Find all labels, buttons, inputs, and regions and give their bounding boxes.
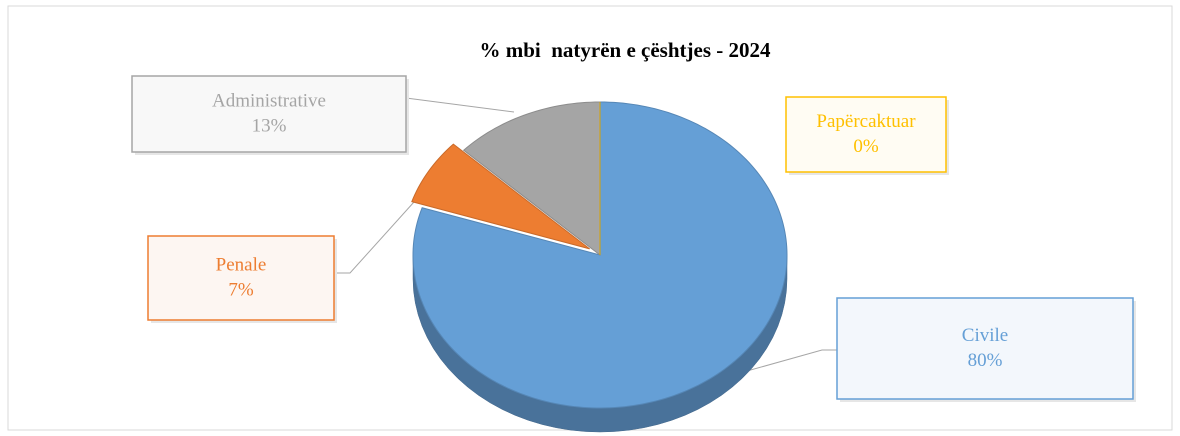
data-label-name: Papërcaktuar: [816, 111, 916, 132]
leader-line: [721, 349, 837, 379]
data-label-value: 7%: [228, 279, 254, 300]
slice: [411, 143, 590, 250]
leader-line: [334, 181, 433, 274]
data-label-value: 13%: [252, 115, 287, 136]
data-label-box: [147, 235, 335, 321]
data-label-box: [836, 297, 1134, 400]
data-label-box: [131, 75, 407, 153]
chart-title: % mbi natyrën e çështjes - 2024: [479, 38, 771, 62]
data-label-box: [785, 96, 947, 173]
data-label-name: Civile: [962, 325, 1008, 346]
slice: [462, 101, 601, 257]
leader-line: [405, 97, 515, 113]
data-label-value: 0%: [853, 136, 879, 157]
data-label-name: Penale: [216, 254, 267, 275]
data-label-value: 80%: [968, 350, 1003, 371]
data-label-name: Administrative: [212, 90, 326, 111]
